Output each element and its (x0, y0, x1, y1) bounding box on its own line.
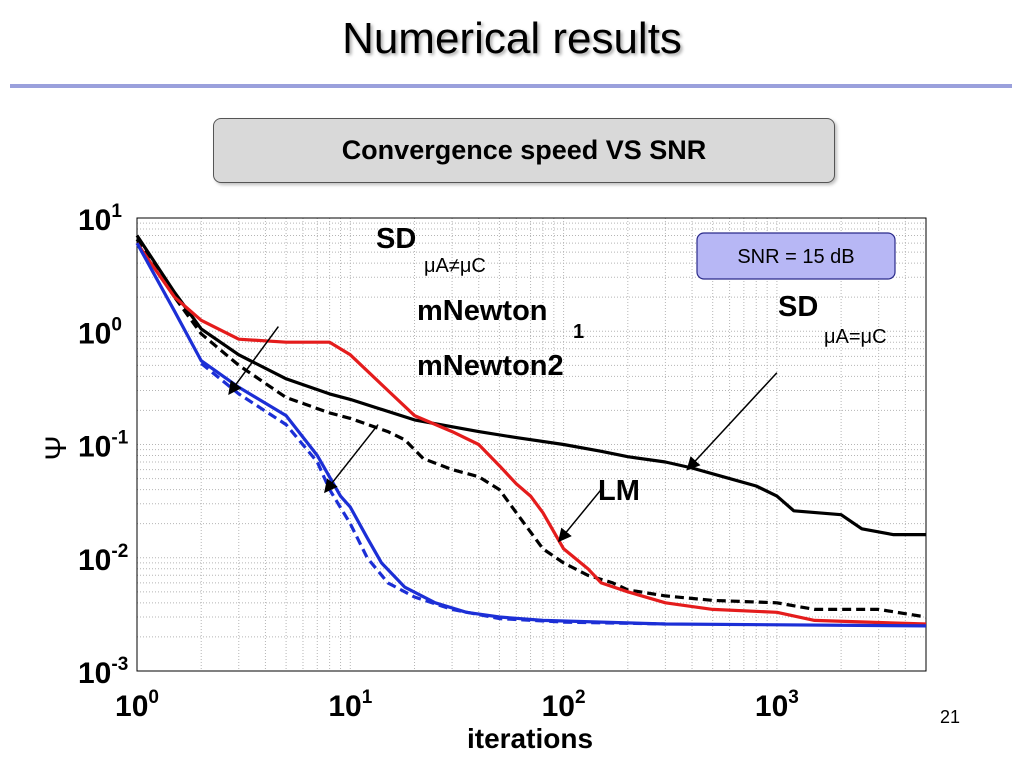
y-tick-label: 101 (78, 201, 122, 237)
title-divider (10, 84, 1012, 88)
subtitle-text: Convergence speed VS SNR (341, 135, 707, 165)
page-number: 21 (940, 707, 961, 727)
annotation-arrow-sd_match (686, 372, 778, 471)
y-tick-label: 100 (78, 314, 122, 350)
series-line-sd_mismatch (135, 234, 926, 537)
y-axis-label: Ψ (40, 435, 73, 460)
plot-frame (136, 217, 927, 672)
snr-label-box: SNR = 15 dB (696, 232, 896, 280)
snr-label: SNR = 15 dB (737, 246, 854, 268)
slide-title: Numerical results (342, 14, 682, 63)
annotation-subscript-mnewton1: 1 (573, 321, 584, 343)
series-line-blue_dashed (200, 362, 666, 626)
annotation-subscript-sd_mismatch: μA≠μC (424, 255, 486, 277)
y-tick-labels: 101 100 10-1 10-2 10-3 (78, 201, 129, 690)
annotation-subscript-sd_match: μA=μC (824, 326, 887, 348)
y-tick-label: 10-1 (78, 428, 129, 464)
x-tick-label: 101 (328, 687, 372, 723)
annotation-arrow-lm (557, 489, 602, 543)
chart-grid (136, 217, 927, 672)
x-tick-labels: 100 101 102 103 (115, 687, 799, 723)
annotation-label-lm: LM (598, 475, 640, 507)
x-tick-label: 103 (755, 687, 799, 723)
annotation-label-mnewton2: mNewton2 (417, 350, 564, 382)
x-tick-label: 102 (542, 687, 586, 723)
x-tick-label: 100 (115, 687, 159, 723)
y-tick-label: 10-3 (78, 654, 128, 690)
annotation-arrow-sd_mismatch (228, 326, 279, 395)
series-line-sd_mismatch_dashed (135, 238, 927, 619)
series-line-red (135, 242, 927, 626)
annotation-label-sd_match: SD (778, 291, 818, 323)
annotation-label-mnewton1: mNewton (417, 295, 548, 327)
subtitle-box: Convergence speed VS SNR (213, 118, 835, 183)
x-axis-label: iterations (467, 723, 593, 754)
y-tick-label: 10-2 (78, 541, 128, 577)
chart-annotations: SD μA≠μC mNewton 1 mNewton2 SD μA=μC LM (228, 223, 887, 543)
annotation-label-sd_mismatch: SD (376, 223, 416, 255)
annotation-arrow-mnewton2 (324, 424, 379, 494)
